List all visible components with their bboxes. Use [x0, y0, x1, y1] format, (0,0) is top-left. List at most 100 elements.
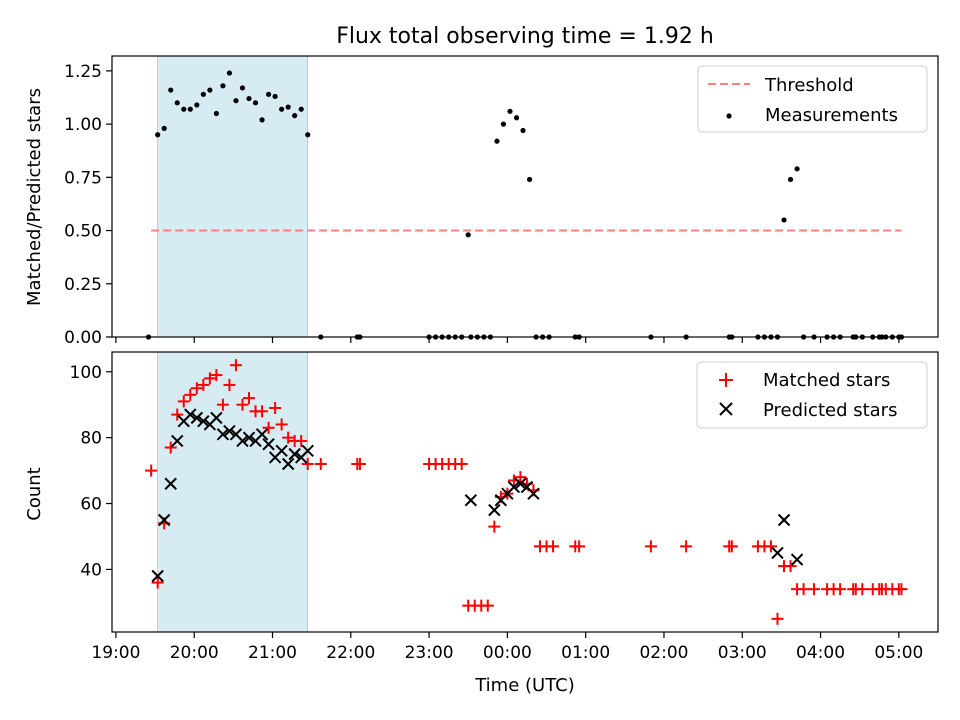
top-panel: 0.00 0.25 0.50 0.75 1.00 1.25 Matched/Predict…	[24, 55, 939, 348]
predicted-star-point	[514, 477, 527, 490]
top-ylabel: Matched/Predicted stars	[24, 88, 45, 306]
measurement-point	[168, 87, 174, 93]
y-tick-label: 60	[80, 495, 102, 515]
bottom-panel: 40 60 80 100 19:00 20:00 21:00 22:00 23:00 00:00 0…	[24, 351, 939, 696]
predicted-star-point	[151, 569, 164, 583]
matched-star-point	[177, 395, 190, 408]
y-tick-label: 100	[70, 363, 102, 383]
bottom-ylabel: Count	[24, 467, 45, 520]
top-plot-frame	[111, 55, 939, 338]
x-tick-label: 22:00	[326, 643, 375, 663]
predicted-star-point	[216, 428, 230, 441]
matched-star-point	[145, 464, 158, 477]
x-tick-label: 00:00	[483, 643, 532, 663]
matched-star-point	[764, 540, 777, 553]
predicted-star-point	[236, 434, 249, 448]
matched-star-point	[216, 398, 229, 411]
measurement-point	[207, 87, 213, 93]
measurement-point	[298, 106, 304, 112]
matched-star-point	[301, 458, 314, 470]
matched-star-point	[314, 458, 327, 470]
measurement-point	[305, 132, 311, 138]
predicted-star-point	[255, 428, 269, 441]
matched-star-point	[488, 520, 501, 533]
matched-star-point	[856, 583, 869, 596]
measurement-point	[520, 127, 526, 134]
predicted-star-point	[190, 411, 204, 425]
predicted-star-point	[464, 494, 478, 507]
predicted-star-point	[262, 438, 275, 451]
measurement-point	[787, 176, 794, 183]
measurement-point	[513, 115, 520, 121]
measurement-point	[265, 91, 272, 97]
legend-measurement-swatch	[726, 113, 732, 119]
measurement-point	[233, 98, 239, 104]
measurement-point	[194, 102, 200, 108]
matched-star-point	[243, 392, 256, 405]
measurement-point	[200, 91, 206, 97]
matched-star-point	[808, 583, 821, 596]
matched-star-point	[834, 583, 847, 596]
x-tick-label: 02:00	[639, 643, 688, 663]
matched-star-point	[203, 372, 216, 385]
measurement-point	[272, 93, 278, 100]
measurement-point	[181, 106, 187, 112]
matched-star-point	[282, 431, 295, 444]
measurement-point	[187, 106, 193, 112]
matched-star-point	[547, 540, 560, 553]
observing-window-shade	[157, 351, 309, 633]
measurement-point	[213, 110, 219, 117]
matched-star-point	[514, 471, 527, 484]
matched-star-point	[353, 458, 366, 470]
legend-measurement-label: Measurements	[765, 105, 898, 126]
bottom-plot-frame	[111, 351, 939, 633]
predicted-star-point	[210, 411, 223, 425]
measurement-point	[161, 125, 167, 131]
y-tick-label: 1.25	[64, 62, 102, 82]
measurement-point	[174, 100, 180, 106]
predicted-star-point	[301, 444, 314, 458]
predicted-star-point	[527, 487, 540, 500]
predicted-star-point	[507, 480, 521, 494]
matched-star-point	[797, 583, 810, 596]
y-tick-label: 80	[80, 429, 102, 449]
y-tick-label: 40	[80, 560, 102, 580]
predicted-star-point	[171, 434, 184, 448]
measurement-point	[781, 217, 787, 223]
y-tick-label: 0.50	[64, 222, 102, 242]
measurement-point	[465, 232, 471, 238]
measurement-point	[526, 176, 533, 183]
x-tick-label: 03:00	[718, 643, 767, 663]
matched-star-point	[164, 441, 177, 454]
matched-star-point	[210, 369, 223, 382]
measurement-point	[500, 121, 507, 127]
matched-star-point	[725, 540, 738, 553]
predicted-star-point	[197, 414, 210, 428]
legend-matched-swatch	[719, 373, 733, 387]
y-tick-label: 0.00	[64, 328, 102, 348]
x-tick-label: 05:00	[874, 643, 923, 663]
measurement-point	[226, 70, 233, 76]
predicted-star-point	[488, 503, 501, 517]
predicted-star-point	[771, 546, 784, 560]
matched-star-point	[455, 458, 468, 470]
predicted-star-point	[157, 513, 171, 527]
measurement-point	[259, 117, 265, 123]
x-tick-label: 23:00	[405, 643, 454, 663]
bottom-xlabel: Time (UTC)	[474, 675, 575, 696]
x-tick-label: 01:00	[561, 643, 610, 663]
matched-star-point	[229, 359, 242, 372]
matched-star-point	[151, 576, 164, 589]
matched-star-point	[275, 418, 288, 431]
matched-star-point	[184, 388, 197, 401]
measurement-point	[794, 166, 800, 172]
y-tick-label: 1.00	[64, 115, 102, 135]
y-tick-label: 0.25	[64, 275, 102, 295]
matched-star-point	[236, 398, 249, 411]
legend-threshold-label: Threshold	[764, 75, 854, 96]
measurement-point	[279, 106, 285, 112]
measurement-point	[292, 113, 298, 119]
predicted-star-point	[164, 477, 177, 490]
matched-star-point	[481, 599, 494, 612]
